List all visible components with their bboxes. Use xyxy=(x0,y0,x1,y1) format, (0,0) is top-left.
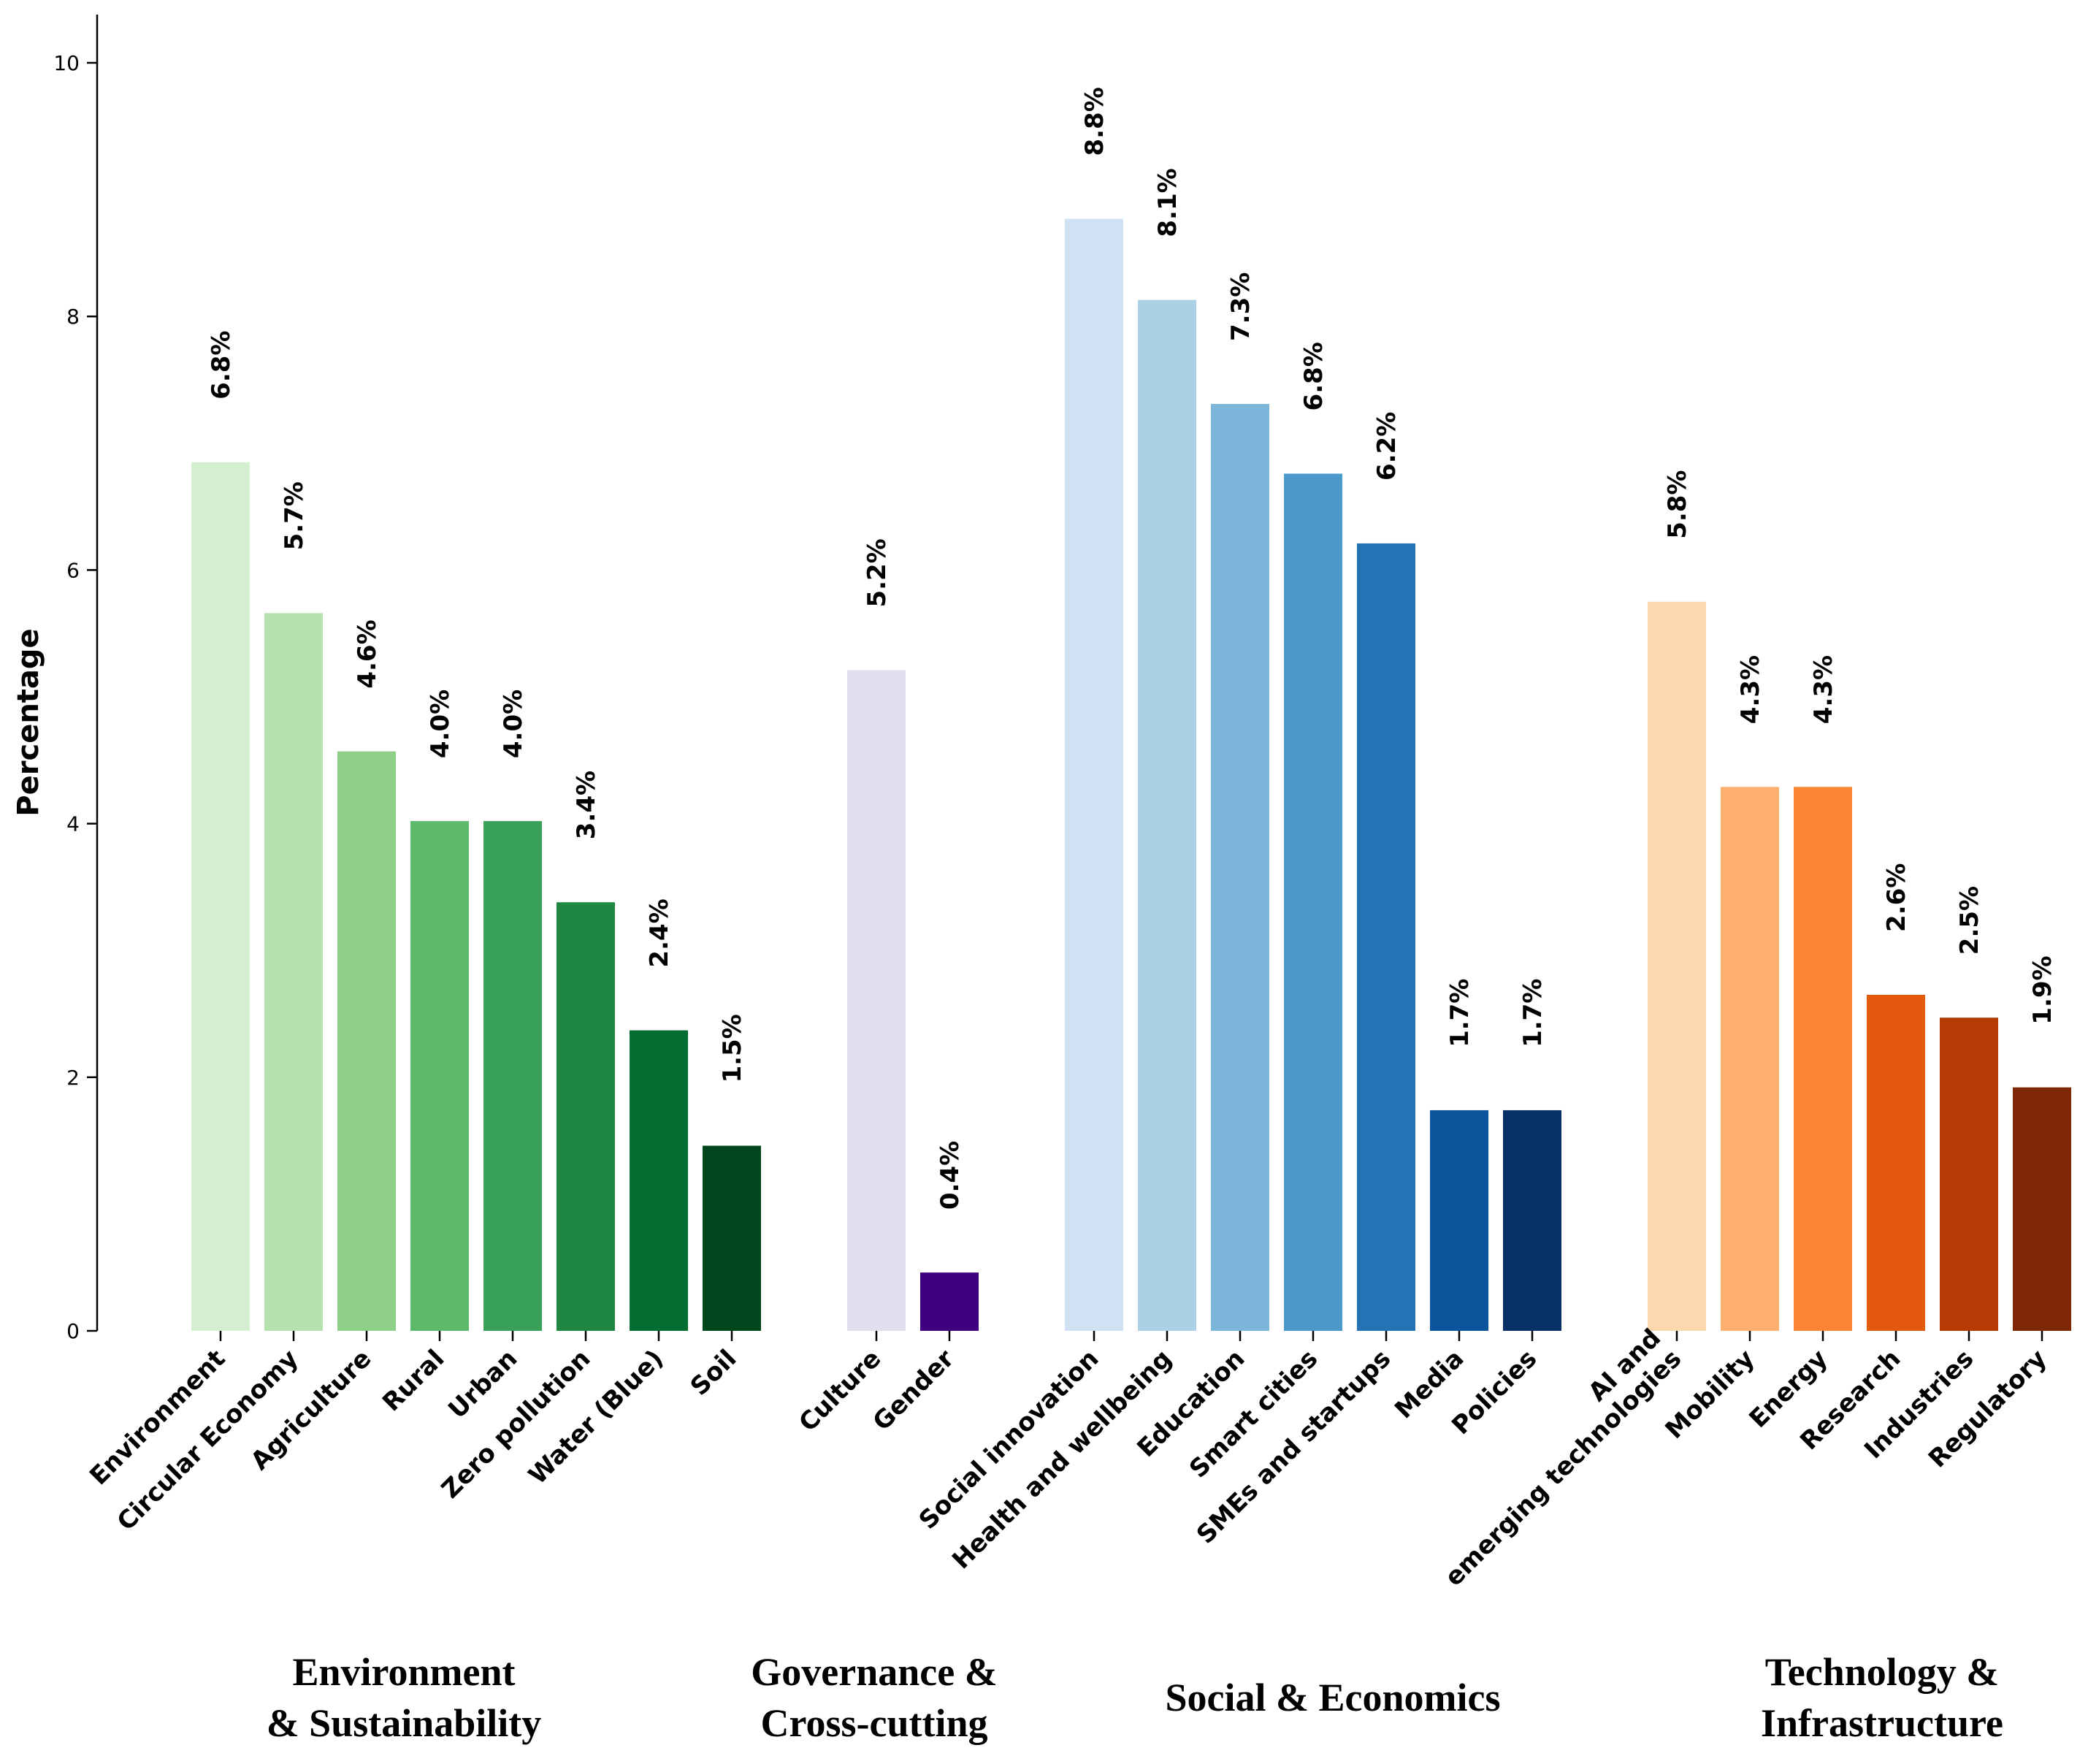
data-label-gender: 0.4% xyxy=(936,1141,965,1210)
data-label-water-blue: 2.4% xyxy=(645,898,674,967)
group-label-social-economics: Social & Economics xyxy=(1166,1676,1501,1719)
data-label-zero-pollution: 3.4% xyxy=(572,771,601,839)
data-label-mobility: 4.3% xyxy=(1736,655,1765,724)
bar-culture xyxy=(847,670,906,1331)
bar-environment xyxy=(191,462,250,1331)
bar-zero-pollution xyxy=(557,902,615,1331)
bar-industries xyxy=(1940,1017,1998,1331)
x-tick-label-culture: Culture xyxy=(793,1344,887,1437)
data-label-circular-economy: 5.7% xyxy=(280,481,309,550)
bar-urban xyxy=(483,821,542,1331)
data-label-social-innovation: 8.8% xyxy=(1080,87,1109,156)
x-tick-label-rural: Rural xyxy=(377,1344,450,1417)
bar-mobility xyxy=(1721,787,1779,1331)
group-label-technology-infrastructure: Technology & Infrastructure xyxy=(1761,1650,2003,1745)
bar-education xyxy=(1211,403,1269,1331)
y-axis-label: Percentage xyxy=(12,628,45,816)
data-label-health-and-wellbeing: 8.1% xyxy=(1153,168,1182,237)
data-label-smes-and-startups: 6.2% xyxy=(1372,412,1401,481)
data-label-soil: 1.5% xyxy=(718,1014,747,1083)
x-tick-label-gender: Gender xyxy=(868,1344,960,1437)
y-tick-label: 10 xyxy=(53,51,80,75)
data-label-industries: 2.5% xyxy=(1955,886,1984,955)
bar-social-innovation xyxy=(1065,218,1123,1331)
y-tick-label: 6 xyxy=(66,558,80,582)
x-tick-label-smart-cities: Smart cities xyxy=(1184,1344,1323,1484)
bar-agriculture xyxy=(337,751,396,1331)
data-label-research: 2.6% xyxy=(1882,863,1911,932)
bar-smes-and-startups xyxy=(1357,543,1415,1331)
data-label-rural: 4.0% xyxy=(426,690,455,758)
data-label-regulatory: 1.9% xyxy=(2028,955,2057,1024)
bar-gender xyxy=(920,1272,979,1331)
y-tick-label: 2 xyxy=(66,1066,80,1090)
data-label-agriculture: 4.6% xyxy=(353,619,382,688)
bar-media xyxy=(1430,1110,1488,1331)
bar-smart-cities xyxy=(1284,473,1342,1331)
x-tick-label-water-blue: Water (Blue) xyxy=(523,1344,669,1490)
data-label-urban: 4.0% xyxy=(499,690,528,758)
bar-water-blue xyxy=(630,1030,688,1331)
data-label-culture: 5.2% xyxy=(863,538,892,607)
group-label-environment-sustainability: Environment & Sustainability xyxy=(267,1650,542,1745)
data-label-education: 7.3% xyxy=(1226,272,1255,341)
y-tick-label: 8 xyxy=(66,305,80,329)
data-label-environment: 6.8% xyxy=(207,331,236,400)
bar-policies xyxy=(1503,1110,1561,1331)
bar-circular-economy xyxy=(264,613,323,1331)
y-tick-label: 0 xyxy=(66,1319,80,1343)
data-label-smart-cities: 6.8% xyxy=(1299,342,1328,411)
data-label-media: 1.7% xyxy=(1445,979,1475,1047)
bar-rural xyxy=(410,821,469,1331)
data-label-policies: 1.7% xyxy=(1518,979,1548,1047)
group-label-governance-cross-cutting: Governance & Cross-cutting xyxy=(751,1650,997,1745)
bar-ai-and-emerging-technologies xyxy=(1648,601,1706,1331)
x-tick-label-soil: Soil xyxy=(685,1344,743,1402)
bar-regulatory xyxy=(2013,1087,2071,1331)
bar-soil xyxy=(703,1145,761,1331)
bar-health-and-wellbeing xyxy=(1138,299,1196,1332)
bar-energy xyxy=(1794,787,1852,1331)
y-tick-label: 4 xyxy=(66,812,80,836)
data-label-energy: 4.3% xyxy=(1809,655,1838,724)
bar-research xyxy=(1867,994,1925,1331)
data-label-ai-and-emerging-technologies: 5.8% xyxy=(1663,470,1692,539)
